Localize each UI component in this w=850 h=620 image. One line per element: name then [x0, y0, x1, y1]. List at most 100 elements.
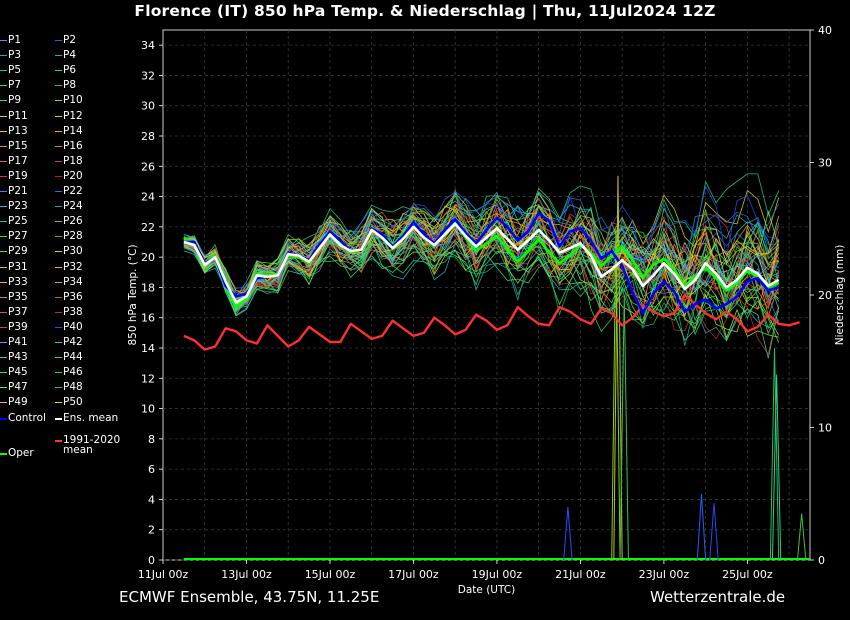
legend-label-2: mean — [63, 443, 93, 456]
legend-swatch — [55, 439, 62, 442]
y-tick-label: 16 — [141, 312, 155, 325]
legend-label: P28 — [63, 230, 83, 243]
x-tick-label: 21Jul 00z — [555, 568, 606, 581]
x-tick-label: 17Jul 00z — [388, 568, 439, 581]
precip-spike — [709, 502, 719, 561]
y-tick-label: 26 — [141, 160, 155, 173]
legend-swatch — [55, 55, 62, 57]
legend-label: P2 — [63, 34, 77, 46]
legend-swatch — [55, 417, 62, 420]
ensemble-members — [183, 173, 780, 359]
legend-swatch — [55, 221, 62, 223]
y-tick-label: 6 — [148, 463, 155, 476]
member-line-p45 — [183, 238, 780, 343]
legend-label: P39 — [8, 320, 28, 333]
legend-swatch — [55, 236, 62, 238]
legend-swatch — [55, 160, 62, 162]
y-tick-label: 2 — [148, 524, 155, 537]
y2-axis-label: Niederschlag (mm) — [834, 245, 846, 346]
legend-label: P42 — [63, 336, 83, 348]
legend-swatch — [0, 452, 7, 455]
legend-label: 1991-2020 — [63, 433, 121, 446]
legend-label: P12 — [63, 109, 83, 122]
legend-swatch — [0, 115, 7, 117]
y-tick-label: 4 — [148, 493, 155, 506]
legend-swatch — [55, 175, 62, 177]
legend-label: P37 — [8, 305, 28, 318]
footer-site: Wetterzentrale.de — [650, 588, 786, 606]
member-line-p39 — [183, 216, 779, 310]
ens-mean-line — [183, 222, 780, 304]
legend-label: P13 — [8, 124, 28, 137]
precip-spike — [619, 294, 629, 561]
footer-source: ECMWF Ensemble, 43.75N, 11.25E — [119, 588, 380, 606]
legend-swatch — [55, 281, 62, 283]
legend-swatch — [0, 40, 7, 41]
chart-title: Florence (IT) 850 hPa Temp. & Niederschl… — [134, 2, 716, 20]
legend-swatch — [55, 311, 62, 313]
precip-spike — [563, 506, 573, 561]
legend-label: P30 — [63, 245, 83, 258]
y-tick-label: 12 — [141, 372, 155, 385]
legend-swatch — [55, 266, 62, 268]
legend-swatch — [0, 342, 7, 343]
legend-label: P41 — [8, 336, 28, 348]
legend-label: P25 — [8, 215, 28, 228]
legend-label: P29 — [8, 245, 28, 258]
legend-label: P50 — [63, 396, 83, 409]
x-tick-label: 23Jul 00z — [639, 568, 690, 581]
y2-tick-label: 20 — [818, 289, 832, 302]
legend-label: P47 — [8, 381, 28, 394]
y-axis-label: 850 hPa Temp. (°C) — [127, 244, 139, 345]
y2-tick-label: 40 — [818, 24, 832, 37]
legend-label: Control — [8, 411, 46, 424]
legend-swatch — [0, 191, 7, 192]
y-tick-label: 18 — [141, 281, 155, 294]
legend-label: P22 — [63, 185, 83, 197]
legend-swatch — [0, 417, 7, 420]
legend-label: P16 — [63, 139, 83, 152]
legend: P1 P2 P3 P4 P5 P6 P7 P8 P9 P10 P11 P12 P13 P14 P15 P16 P… — [0, 33, 135, 473]
legend-label: P15 — [8, 139, 28, 152]
legend-label: P48 — [63, 381, 83, 394]
legend-label: P34 — [63, 275, 83, 288]
x-axis-label: Date (UTC) — [458, 584, 515, 596]
legend-swatch — [55, 40, 62, 41]
legend-swatch — [0, 387, 7, 389]
legend-swatch — [55, 387, 62, 389]
x-tick-label: 13Jul 00z — [221, 568, 272, 581]
legend-swatch — [55, 100, 62, 102]
precip-spike — [611, 228, 621, 561]
legend-label: P32 — [63, 260, 83, 273]
legend-label: Oper — [8, 446, 34, 459]
legend-label: P19 — [8, 169, 28, 182]
legend-swatch — [0, 296, 7, 298]
legend-label: P44 — [63, 351, 83, 364]
legend-swatch — [0, 70, 7, 72]
legend-swatch — [0, 281, 7, 283]
legend-label: P24 — [63, 200, 83, 213]
legend-label: P1 — [8, 34, 22, 46]
legend-swatch — [0, 311, 7, 313]
legend-label: P8 — [63, 79, 77, 92]
legend-swatch — [55, 115, 62, 117]
legend-label: P23 — [8, 200, 28, 213]
legend-swatch — [55, 206, 62, 208]
legend-label: P10 — [63, 94, 83, 107]
y-tick-label: 0 — [148, 554, 155, 567]
legend-label: P46 — [63, 366, 83, 379]
y-tick-label: 20 — [141, 251, 155, 264]
legend-swatch — [0, 251, 7, 253]
legend-label: P5 — [8, 64, 22, 77]
legend-swatch — [55, 357, 62, 359]
y-tick-label: 28 — [141, 130, 155, 143]
legend-label: P45 — [8, 366, 28, 379]
legend-swatch — [0, 266, 7, 268]
x-tick-label: 25Jul 00z — [722, 568, 773, 581]
legend-label: P35 — [8, 290, 28, 303]
legend-swatch — [55, 191, 62, 192]
legend-label: P4 — [63, 49, 77, 62]
legend-label: P6 — [63, 64, 77, 77]
legend-label: Ens. mean — [63, 411, 119, 424]
member-line-p47 — [183, 192, 780, 300]
